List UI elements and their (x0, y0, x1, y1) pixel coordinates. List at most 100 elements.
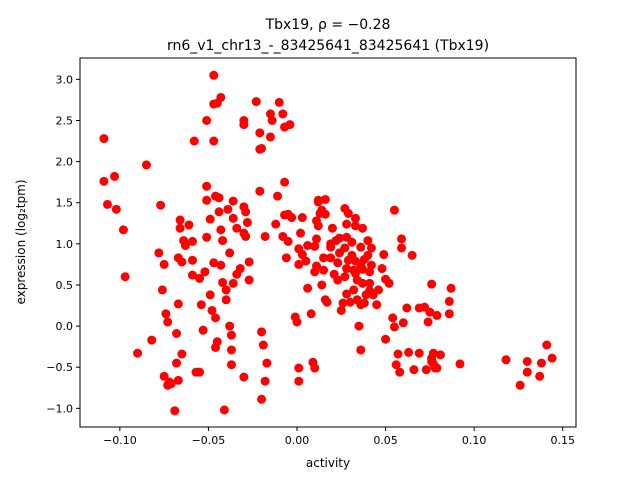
data-point (179, 236, 189, 246)
data-point (147, 335, 157, 345)
data-point (175, 223, 185, 233)
data-point (265, 132, 275, 142)
data-point (313, 221, 323, 231)
data-point (342, 219, 352, 229)
data-point (350, 221, 360, 231)
data-point (99, 176, 109, 186)
data-point (311, 261, 321, 271)
data-point (381, 334, 391, 344)
x-axis-label: activity (306, 456, 350, 470)
data-point (187, 255, 197, 265)
data-point (377, 264, 387, 274)
data-point (209, 136, 219, 146)
data-point (226, 330, 236, 340)
data-point (177, 349, 187, 359)
data-point (257, 327, 267, 337)
data-point (228, 213, 238, 223)
data-point (444, 309, 454, 319)
data-point (278, 109, 288, 119)
data-point (218, 278, 228, 288)
data-point (435, 350, 445, 360)
data-point (228, 278, 238, 288)
data-point (267, 116, 277, 126)
chart-title-line1: Tbx19, ρ = −0.28 (265, 17, 391, 33)
data-point (242, 217, 252, 227)
data-point (354, 321, 364, 331)
data-point (205, 290, 215, 300)
data-point (200, 267, 210, 277)
data-point (340, 243, 350, 253)
data-point (274, 97, 284, 107)
data-point (260, 376, 270, 386)
data-point (244, 257, 254, 267)
data-point (297, 250, 307, 260)
data-point (218, 236, 228, 246)
data-point (157, 285, 167, 295)
data-point (281, 253, 291, 263)
data-point (366, 243, 376, 253)
data-point (271, 219, 281, 229)
data-point (522, 356, 532, 366)
data-point (226, 345, 236, 355)
data-point (536, 358, 546, 368)
data-point (225, 248, 235, 258)
x-tick-label: 0.05 (373, 434, 398, 447)
data-point (255, 186, 265, 196)
data-point (173, 299, 183, 309)
data-point (294, 376, 304, 386)
data-point (358, 278, 368, 288)
data-point (372, 300, 382, 310)
data-point (280, 177, 290, 187)
data-point (404, 347, 414, 357)
data-point (365, 278, 375, 288)
data-point (319, 253, 329, 263)
data-point (287, 213, 297, 223)
data-point (207, 305, 217, 315)
data-point (389, 322, 399, 332)
data-point (239, 202, 249, 212)
y-tick-label: −0.5 (46, 361, 73, 374)
data-point (170, 406, 180, 416)
data-point (317, 280, 327, 290)
data-point (260, 231, 270, 241)
data-point (223, 204, 233, 214)
data-point (327, 223, 337, 233)
data-point (432, 363, 442, 373)
data-point (320, 209, 330, 219)
data-point (133, 348, 143, 358)
data-point (172, 328, 182, 338)
data-point (195, 367, 205, 377)
x-tick-label: −0.05 (192, 434, 226, 447)
data-point (296, 228, 306, 238)
data-point (163, 317, 173, 327)
data-point (118, 225, 128, 235)
data-point (159, 371, 169, 381)
data-point (446, 283, 456, 293)
data-point (326, 253, 336, 263)
data-point (389, 205, 399, 215)
data-point (409, 365, 419, 375)
data-point (542, 340, 552, 350)
data-point (195, 273, 205, 283)
data-point (239, 372, 249, 382)
y-tick-label: 2.5 (56, 115, 74, 128)
data-point (187, 236, 197, 246)
y-tick-label: 3.0 (56, 73, 74, 86)
data-point (141, 160, 151, 170)
data-point (294, 363, 304, 373)
x-tick-label: 0.15 (550, 434, 575, 447)
data-point (189, 136, 199, 146)
data-point (402, 303, 412, 313)
data-point (347, 237, 357, 247)
data-point (175, 215, 185, 225)
x-tick-label: −0.10 (103, 434, 137, 447)
y-tick-label: 0.0 (56, 320, 74, 333)
data-points (99, 70, 557, 416)
data-point (187, 270, 197, 280)
y-tick-label: 2.0 (56, 156, 74, 169)
data-point (407, 250, 417, 260)
data-point (285, 120, 295, 130)
data-point (397, 243, 407, 253)
data-point (319, 265, 329, 275)
